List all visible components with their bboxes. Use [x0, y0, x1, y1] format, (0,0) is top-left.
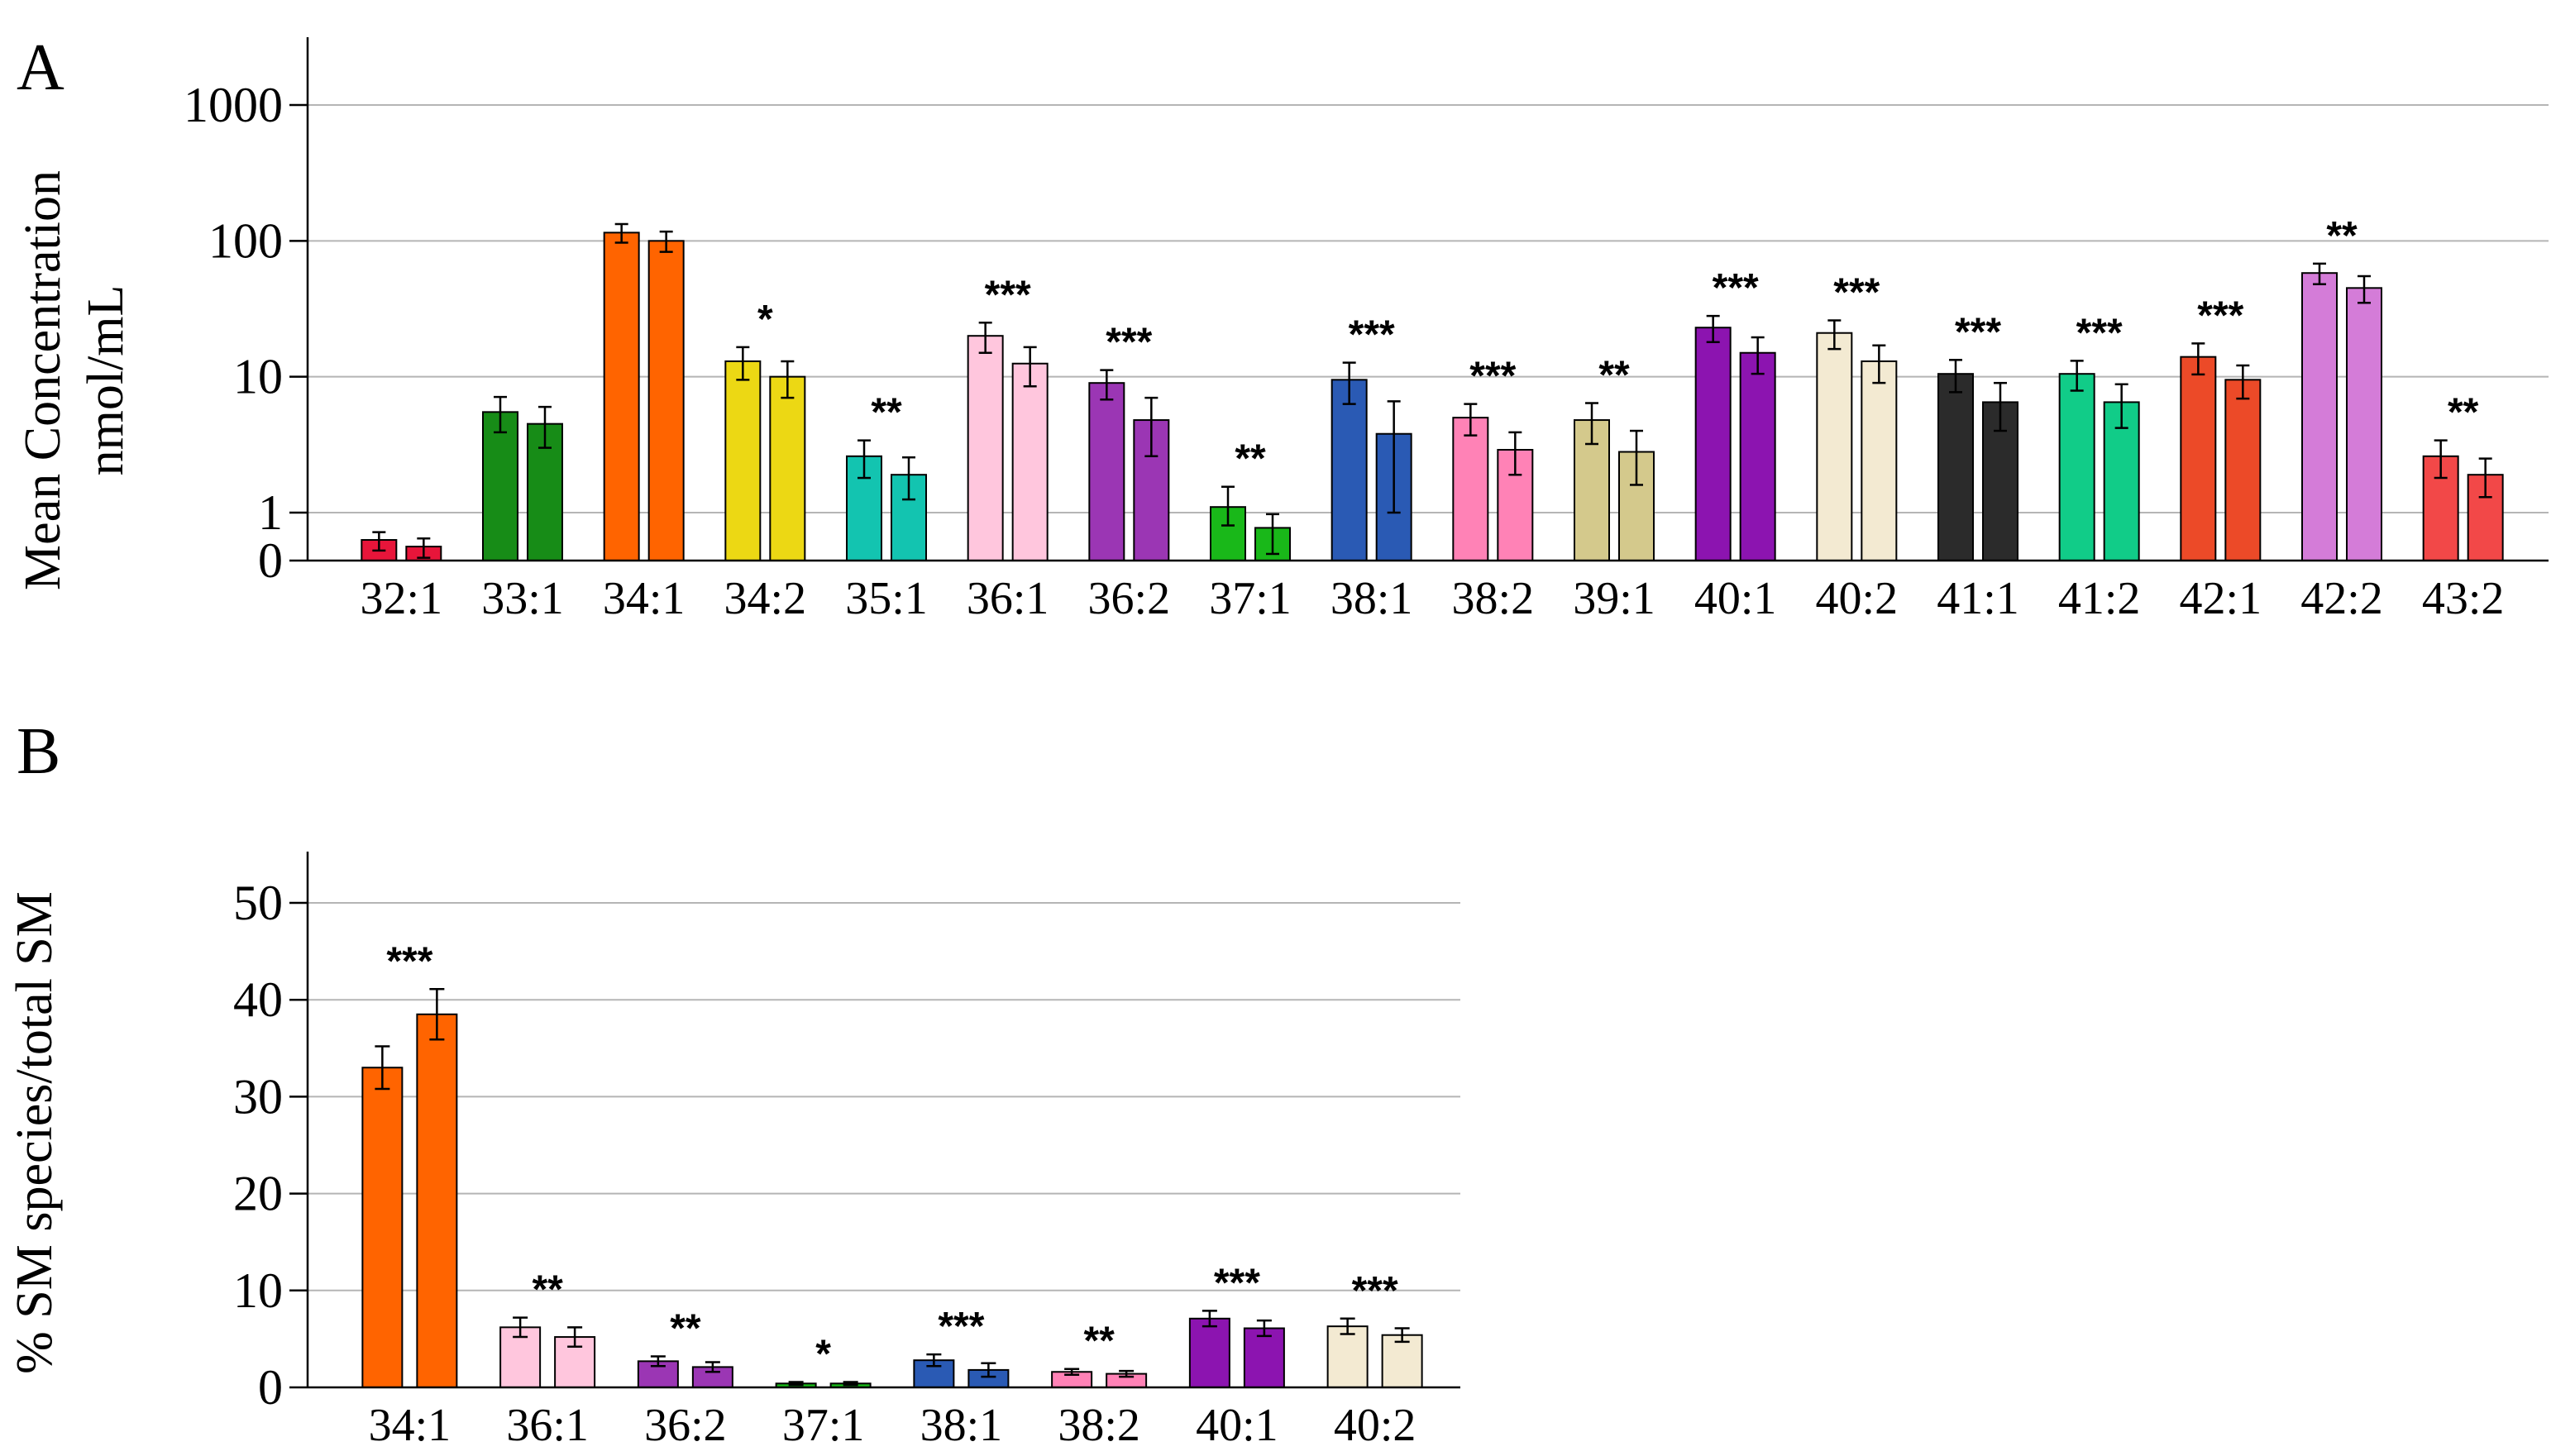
bar — [361, 1067, 404, 1388]
significance-label: * — [815, 1333, 831, 1377]
significance-label: *** — [1349, 313, 1395, 357]
y-tick-label: 20 — [233, 1167, 283, 1221]
x-tick-label: 36:1 — [967, 573, 1049, 624]
x-tick-label: 34:1 — [603, 573, 686, 624]
bar — [1739, 351, 1776, 561]
y-tick-label: 100 — [208, 213, 283, 268]
significance-label: *** — [985, 273, 1031, 317]
significance-label: *** — [1955, 310, 2001, 354]
bar — [1816, 332, 1853, 561]
significance-label: *** — [1352, 1269, 1398, 1313]
y-tick-label: 0 — [258, 533, 283, 588]
significance-label: ** — [532, 1268, 563, 1312]
y-tick-label: 1000 — [184, 78, 283, 132]
x-tick-label: 36:2 — [644, 1400, 727, 1451]
y-tick-label: 50 — [233, 876, 283, 930]
bar — [1326, 1325, 1369, 1388]
significance-label: *** — [386, 939, 432, 983]
bar — [1937, 373, 1974, 562]
significance-label: ** — [871, 391, 902, 435]
x-tick-label: 41:2 — [2058, 573, 2141, 624]
bar — [1188, 1317, 1230, 1388]
x-tick-label: 40:1 — [1694, 573, 1777, 624]
y-tick-label: 10 — [233, 1263, 283, 1318]
bar — [2224, 379, 2262, 561]
significance-label: ** — [1083, 1320, 1115, 1363]
x-tick-label: 38:1 — [1330, 573, 1413, 624]
y-tick-label: 10 — [233, 350, 283, 404]
panel-b-ylabel: % SM species/total SM — [7, 891, 63, 1374]
x-tick-label: 42:2 — [2300, 573, 2383, 624]
x-tick-label: 38:1 — [920, 1400, 1003, 1451]
x-tick-label: 38:2 — [1058, 1400, 1140, 1451]
significance-label: *** — [2076, 311, 2123, 355]
x-tick-label: 40:2 — [1816, 573, 1899, 624]
x-tick-label: 35:1 — [845, 573, 928, 624]
panel-a-letter: A — [17, 31, 64, 104]
y-tick-label: 40 — [233, 972, 283, 1027]
bar — [1381, 1334, 1423, 1389]
x-tick-label: 36:1 — [506, 1400, 589, 1451]
x-tick-label: 43:2 — [2422, 573, 2505, 624]
significance-label: ** — [1235, 437, 1266, 481]
x-tick-label: 37:1 — [1209, 573, 1292, 624]
significance-label: ** — [2326, 214, 2358, 258]
bar — [769, 375, 806, 561]
panel-a: A Mean Concentration nmol/mL ***********… — [15, 31, 2549, 624]
significance-label: ** — [1598, 354, 1630, 398]
bar — [1861, 360, 1898, 562]
significance-label: *** — [1833, 270, 1880, 314]
x-tick-label: 41:1 — [1937, 573, 2019, 624]
bar — [1330, 379, 1368, 561]
y-tick-label: 30 — [233, 1069, 283, 1124]
bar — [2346, 287, 2382, 561]
x-tick-label: 34:2 — [724, 573, 807, 624]
bar — [2180, 356, 2217, 561]
bar — [482, 411, 518, 562]
significance-label: *** — [1214, 1261, 1260, 1305]
x-tick-label: 36:2 — [1088, 573, 1171, 624]
significance-label: *** — [2197, 294, 2243, 337]
x-tick-label: 42:1 — [2180, 573, 2262, 624]
bar — [647, 240, 685, 561]
panel-b-bars: *********** ***** *** — [361, 939, 1423, 1389]
significance-label: *** — [938, 1305, 984, 1349]
panel-b-letter: B — [17, 715, 60, 788]
panel-a-ylabel-units: nmol/mL — [78, 285, 134, 476]
x-tick-label: 38:2 — [1452, 573, 1535, 624]
x-tick-label: 32:1 — [361, 573, 443, 624]
significance-label: *** — [1713, 266, 1759, 310]
bar — [2301, 272, 2338, 561]
x-tick-label: 34:1 — [369, 1400, 451, 1451]
y-tick-label: 1 — [258, 485, 283, 540]
bar — [724, 360, 762, 562]
panel-b-grid — [308, 902, 1460, 1291]
bar — [1011, 362, 1049, 561]
panel-b-axes: 0 10 20 30 40 50 34:1 36:1 36:2 37:1 38:1 38:2 40:1 4… — [233, 852, 1460, 1451]
significance-label: * — [757, 298, 773, 341]
bar — [1243, 1327, 1285, 1389]
y-tick-label: 0 — [258, 1360, 283, 1415]
panel-a-bars: ***************** ***** ****** *** ******* — [361, 214, 2504, 562]
significance-label: ** — [2448, 391, 2479, 435]
x-tick-label: 33:1 — [481, 573, 564, 624]
bar — [967, 335, 1004, 561]
x-tick-label: 39:1 — [1573, 573, 1655, 624]
bar — [1452, 417, 1489, 561]
panel-a-ylabel: Mean Concentration — [15, 170, 71, 590]
panel-a-axes: 01 10 100 1000 32:1 33:1 34:1 34:2 35:1 36:1 36:2 3… — [184, 37, 2549, 624]
bar — [1694, 327, 1732, 561]
x-tick-label: 37:1 — [782, 1400, 865, 1451]
significance-label: ** — [670, 1306, 701, 1350]
panel-b: B % SM species/total SM *********** *****… — [7, 715, 1460, 1451]
significance-label: *** — [1106, 321, 1152, 365]
significance-label: *** — [1469, 355, 1516, 399]
x-tick-label: 40:2 — [1334, 1400, 1416, 1451]
bar — [603, 232, 640, 561]
bar — [1088, 382, 1125, 562]
bar — [2058, 373, 2095, 562]
bar — [416, 1013, 458, 1389]
x-tick-label: 40:1 — [1196, 1400, 1278, 1451]
